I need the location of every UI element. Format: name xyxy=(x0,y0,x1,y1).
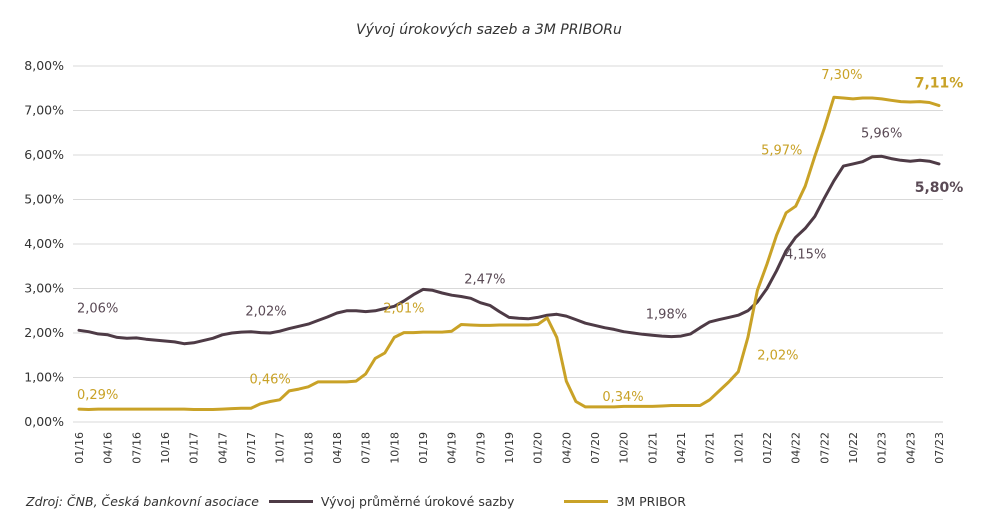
x-tick-label: 07/18 xyxy=(360,432,373,464)
y-tick-label: 2,00% xyxy=(24,325,64,340)
y-tick-label: 8,00% xyxy=(24,58,64,73)
x-tick-label: 07/17 xyxy=(245,432,258,464)
y-tick-label: 7,00% xyxy=(24,103,64,118)
x-tick-label: 01/17 xyxy=(188,432,201,464)
y-tick-label: 1,00% xyxy=(24,370,64,385)
x-tick-label: 01/21 xyxy=(646,432,659,464)
data-label: 7,30% xyxy=(821,68,862,83)
x-tick-label: 07/21 xyxy=(704,432,717,464)
data-label: 5,80% xyxy=(915,180,964,196)
legend-swatch-avg-rate xyxy=(268,500,313,503)
data-labels: 2,06% 2,02% 2,47% 1,98% 4,15% 5,96% 5,80% 0,29%… xyxy=(77,68,963,405)
data-label: 5,96% xyxy=(861,126,902,141)
x-tick-label: 01/18 xyxy=(302,432,315,464)
legend-label-avg-rate: Vývoj průměrné úrokové sazby xyxy=(320,494,515,509)
data-label: 2,02% xyxy=(245,305,286,320)
data-label: 0,46% xyxy=(249,373,290,388)
x-tick-label: 04/22 xyxy=(790,432,803,464)
source-note: Zdroj: ČNB, Česká bankovní asociace xyxy=(26,494,259,509)
legend-item-pribor: 3M PRIBOR xyxy=(564,494,686,509)
legend-swatch-pribor xyxy=(564,500,609,503)
x-tick-label: 10/20 xyxy=(618,432,631,464)
x-tick-label: 01/16 xyxy=(73,432,86,464)
y-tick-label: 3,00% xyxy=(24,281,64,296)
y-tick-label: 0,00% xyxy=(24,414,64,429)
x-tick-label: 04/18 xyxy=(331,432,344,464)
y-tick-label: 6,00% xyxy=(24,147,64,162)
x-tick-label: 01/22 xyxy=(761,432,774,464)
series-line-avg-rate xyxy=(77,154,941,346)
x-tick-label: 01/19 xyxy=(417,432,430,464)
x-tick-label: 07/19 xyxy=(474,432,487,464)
data-label: 1,98% xyxy=(646,308,687,323)
x-tick-label: 10/19 xyxy=(503,432,516,464)
data-label: 0,29% xyxy=(77,388,118,403)
data-label: 2,06% xyxy=(77,301,118,316)
series-lines xyxy=(77,95,941,411)
x-tick-label: 04/19 xyxy=(446,432,459,464)
x-tick-label: 07/16 xyxy=(130,432,143,464)
x-tick-label: 07/23 xyxy=(933,432,946,464)
y-tick-label: 4,00% xyxy=(24,236,64,251)
x-tick-label: 10/22 xyxy=(847,432,860,464)
data-label: 2,01% xyxy=(383,302,424,317)
data-label: 2,02% xyxy=(757,348,798,363)
x-tick-label: 04/16 xyxy=(102,432,115,464)
chart-title: Vývoj úrokových sazeb a 3M PRIBORu xyxy=(356,22,622,38)
chart-footer: Zdroj: ČNB, Česká bankovní asociace Vývo… xyxy=(26,494,736,509)
y-tick-label: 5,00% xyxy=(24,192,64,207)
x-tick-label: 04/23 xyxy=(904,432,917,464)
series-line-pribor xyxy=(77,95,941,411)
x-tick-label: 10/18 xyxy=(388,432,401,464)
x-tick-label: 10/16 xyxy=(159,432,172,464)
data-label: 0,34% xyxy=(602,390,643,405)
x-tick-label: 01/23 xyxy=(876,432,889,464)
data-label: 4,15% xyxy=(785,247,826,262)
legend-label-pribor: 3M PRIBOR xyxy=(616,494,686,509)
x-tick-label: 04/20 xyxy=(560,432,573,464)
x-tick-label: 10/17 xyxy=(274,432,287,464)
data-label: 7,11% xyxy=(915,76,964,92)
x-tick-label: 10/21 xyxy=(732,432,745,464)
x-tick-label: 04/21 xyxy=(675,432,688,464)
legend-item-avg-rate: Vývoj průměrné úrokové sazby xyxy=(268,494,515,509)
x-axis-ticks: 01/16 04/16 07/16 10/16 01/17 04/17 07/17 10/17… xyxy=(73,432,946,464)
y-axis-ticks: 0,00% 1,00% 2,00% 3,00% 4,00% 5,00% 6,00% 7,00%… xyxy=(24,58,64,429)
gridlines xyxy=(73,65,943,423)
x-tick-label: 07/22 xyxy=(818,432,831,464)
x-tick-label: 01/20 xyxy=(532,432,545,464)
x-tick-label: 07/20 xyxy=(589,432,602,464)
x-tick-label: 04/17 xyxy=(216,432,229,464)
data-label: 2,47% xyxy=(464,272,505,287)
data-label: 5,97% xyxy=(761,143,802,158)
